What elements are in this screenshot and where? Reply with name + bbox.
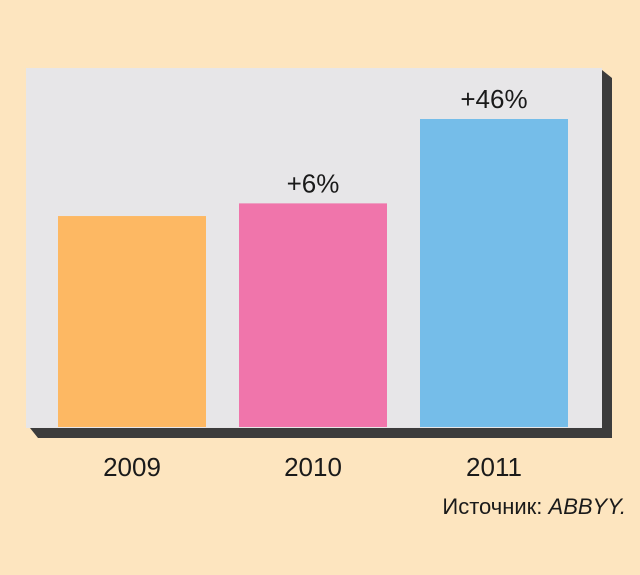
bar-2009 xyxy=(58,216,206,427)
category-label-2010: 2010 xyxy=(284,452,342,482)
data-label-2010: +6% xyxy=(287,168,340,198)
source-note: Источник: ABBYY. xyxy=(442,494,626,520)
category-label-2009: 2009 xyxy=(103,452,161,482)
data-label-2011: +46% xyxy=(460,84,527,114)
source-prefix: Источник: xyxy=(442,494,549,519)
category-label-2011: 2011 xyxy=(466,452,522,482)
bar-2011 xyxy=(420,119,568,427)
bar-2010 xyxy=(239,203,387,427)
source-brand: ABBYY. xyxy=(548,494,626,519)
